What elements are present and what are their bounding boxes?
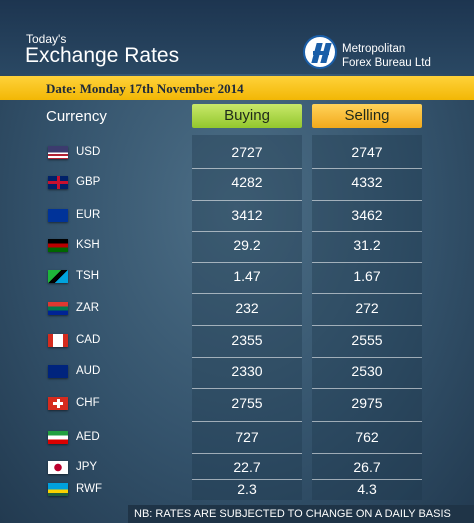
flag	[48, 461, 68, 474]
rate: 3462	[351, 207, 383, 223]
row-separator	[312, 231, 422, 232]
currency-code: RWF	[76, 483, 102, 495]
rate: 4332	[351, 174, 383, 190]
row-separator	[192, 325, 302, 326]
rate: 2747	[351, 144, 383, 160]
rate: 2975	[351, 395, 383, 411]
column-header: Currency	[46, 108, 107, 125]
row-separator	[192, 453, 302, 454]
rate: 2727	[231, 144, 263, 160]
logo-text: Forex Bureau Ltd	[342, 57, 431, 69]
rate: 4.3	[357, 481, 377, 497]
rate: 31.2	[353, 237, 381, 253]
flag	[48, 302, 68, 315]
row-separator	[192, 200, 302, 201]
flag	[48, 365, 68, 378]
rate: 272	[355, 300, 379, 316]
footnote-band	[128, 505, 474, 523]
row-separator	[192, 168, 302, 169]
rate: 3412	[231, 207, 263, 223]
currency-code: GBP	[76, 176, 101, 188]
column-header: Buying	[192, 104, 302, 128]
footnote: NB: RATES ARE SUBJECTED TO CHANGE ON A D…	[134, 508, 451, 520]
title: Exchange Rates	[25, 44, 180, 67]
currency-code: KSH	[76, 239, 100, 251]
row-separator	[192, 293, 302, 294]
currency-code: JPY	[76, 461, 98, 473]
row-separator	[192, 388, 302, 389]
flag	[48, 334, 68, 347]
row-separator	[312, 325, 422, 326]
row-separator	[312, 421, 422, 422]
row-separator	[192, 421, 302, 422]
rate: 2555	[351, 332, 383, 348]
date-bar	[0, 76, 474, 100]
flag	[48, 146, 68, 159]
rate: 4282	[231, 174, 263, 190]
column-panel	[192, 135, 302, 500]
row-separator	[312, 200, 422, 201]
rate: 2530	[351, 363, 383, 379]
rate: 2.3	[237, 481, 257, 497]
row-separator	[312, 357, 422, 358]
flag	[48, 176, 68, 189]
row-separator	[312, 293, 422, 294]
row-separator	[192, 357, 302, 358]
currency-code: ZAR	[76, 302, 99, 314]
currency-code: AED	[76, 431, 100, 443]
currency-code: CHF	[76, 397, 100, 409]
logo-text: Metropolitan	[342, 43, 406, 55]
row-separator	[312, 262, 422, 263]
rate: 762	[355, 429, 379, 445]
currency-code: AUD	[76, 365, 101, 377]
flag	[48, 209, 68, 222]
rate: 1.67	[353, 268, 381, 284]
row-separator	[312, 388, 422, 389]
row-separator	[312, 168, 422, 169]
rate: 22.7	[233, 459, 261, 475]
rate: 29.2	[233, 237, 261, 253]
flag	[48, 431, 68, 444]
flag	[48, 239, 68, 252]
rate: 232	[235, 300, 259, 316]
rate: 727	[235, 429, 259, 445]
rate: 26.7	[353, 459, 381, 475]
flag	[48, 270, 68, 283]
row-separator	[312, 453, 422, 454]
rate: 2330	[231, 363, 263, 379]
currency-code: CAD	[76, 334, 101, 346]
date: Date: Monday 17th November 2014	[46, 81, 244, 96]
currency-code: TSH	[76, 270, 99, 282]
flag	[48, 397, 68, 410]
flag	[48, 483, 68, 496]
row-separator	[192, 231, 302, 232]
currency-code: USD	[76, 146, 101, 158]
rate: 2355	[231, 332, 263, 348]
row-separator	[192, 479, 302, 480]
header-band	[0, 0, 474, 74]
kicker: Today's	[26, 32, 67, 46]
rate: 1.47	[233, 268, 261, 284]
column-panel	[312, 135, 422, 500]
logo	[303, 35, 337, 69]
rate: 2755	[231, 395, 263, 411]
row-separator	[312, 479, 422, 480]
row-separator	[192, 262, 302, 263]
column-header: Selling	[312, 104, 422, 128]
currency-code: EUR	[76, 209, 101, 221]
